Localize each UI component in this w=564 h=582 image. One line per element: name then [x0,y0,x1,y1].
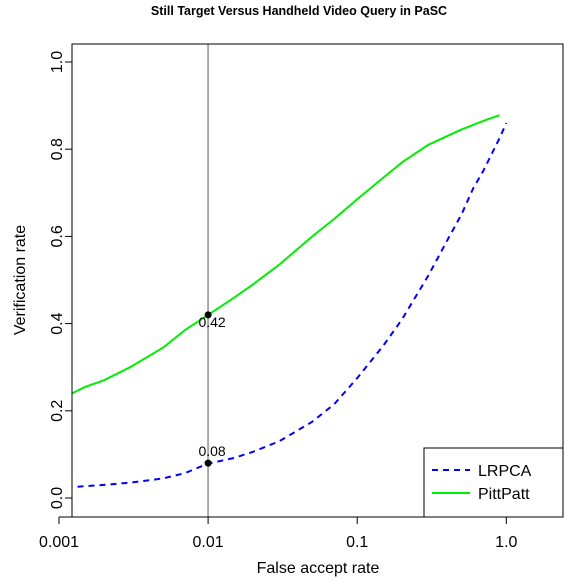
axes: 0.001 0.01 0.1 1.0 0.0 0.2 0.4 0.6 0.8 1.0 [39,51,518,551]
x-tick-label: 0.1 [346,534,368,551]
plot-frame [71,43,564,518]
point-label-2: 0.42 [198,314,225,330]
x-tick-label: 0.001 [39,534,79,551]
y-tick-label: 1.0 [49,51,66,73]
y-axis-label: Verification rate [12,225,29,335]
marked-point-1 [204,459,212,467]
series-line-pittpatt [72,114,500,395]
x-tick-label: 1.0 [495,534,517,551]
point-label-1: 0.08 [198,443,225,459]
y-tick-label: 0.6 [49,225,66,247]
legend: LRPCA PittPatt [423,447,564,518]
y-tick-label: 0.0 [49,487,66,509]
legend-box [423,447,564,518]
y-tick-label: 0.8 [49,138,66,160]
x-tick-label: 0.01 [193,534,224,551]
chart-title: Still Target Versus Handheld Video Query… [151,4,447,18]
series-line-lrpca [72,122,508,489]
y-tick-label: 0.2 [49,400,66,422]
y-tick-label: 0.4 [49,312,66,334]
plot-area: 0.08 0.42 [72,44,508,517]
x-axis-label: False accept rate [257,560,380,577]
marked-point-2 [204,311,212,319]
legend-label-pittpatt: PittPatt [478,486,530,503]
legend-label-lrpca: LRPCA [478,463,532,480]
